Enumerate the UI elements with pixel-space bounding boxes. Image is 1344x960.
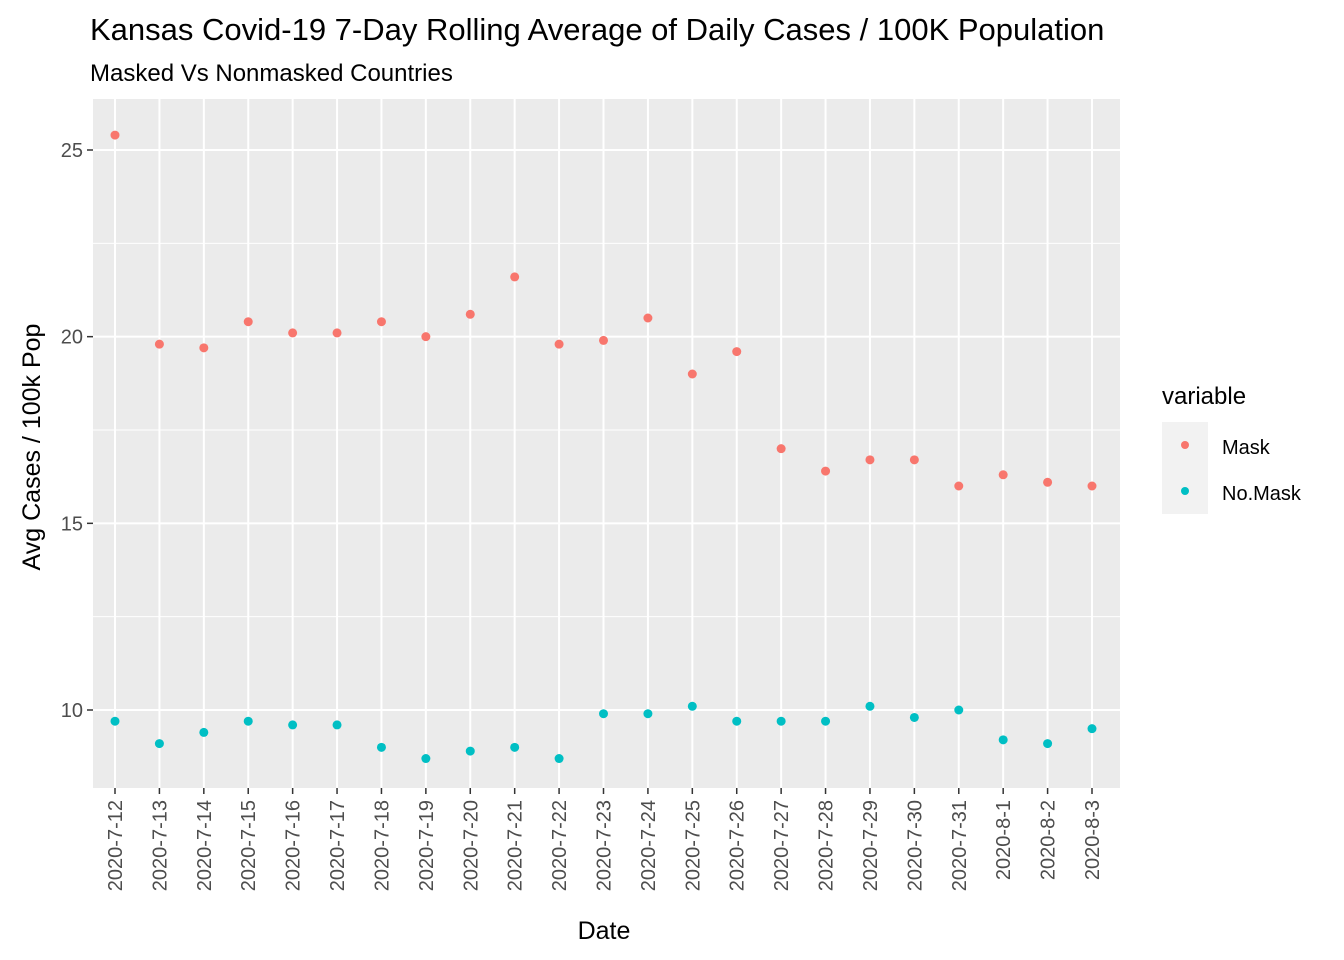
data-point-mask [599, 335, 608, 345]
y-axis: 10 15 20 25 [61, 140, 93, 722]
data-point-mask [954, 481, 964, 491]
data-point-no-mask [954, 705, 964, 715]
legend-title: variable [1162, 383, 1246, 410]
x-tick-label: 2020-7-20 [460, 800, 482, 891]
data-point-mask [776, 444, 786, 454]
x-axis-title: Date [578, 917, 631, 945]
data-point-no-mask [154, 739, 164, 749]
x-tick-label: 2020-7-15 [238, 800, 260, 891]
data-point-no-mask [110, 716, 120, 726]
x-tick-label: 2020-7-12 [105, 800, 127, 891]
y-axis-title: Avg Cases / 100k Pop [18, 324, 46, 571]
legend-marker-mask [1181, 441, 1189, 449]
data-point-no-mask [599, 709, 608, 719]
x-tick-label: 2020-7-21 [505, 800, 527, 891]
minor-gridlines [93, 242, 1120, 618]
plot-panel [93, 99, 1120, 788]
data-point-mask [909, 455, 919, 465]
x-tick-label: 2020-7-27 [771, 800, 793, 891]
chart-title: Kansas Covid-19 7-Day Rolling Average of… [90, 12, 1105, 47]
data-point-mask [1087, 481, 1097, 491]
data-point-no-mask [776, 716, 786, 726]
x-tick-label: 2020-8-3 [1082, 800, 1104, 880]
data-point-no-mask [865, 701, 875, 711]
data-point-no-mask [376, 742, 386, 752]
data-point-mask [154, 339, 164, 349]
x-tick-label: 2020-8-2 [1038, 800, 1060, 880]
legend-label-mask: Mask [1222, 437, 1271, 459]
data-point-mask [332, 328, 342, 338]
data-point-no-mask [510, 742, 520, 752]
data-point-no-mask [1087, 724, 1097, 734]
y-tick-label: 15 [61, 513, 83, 535]
data-point-mask [821, 466, 831, 476]
data-point-no-mask [332, 720, 342, 730]
x-tick-label: 2020-7-13 [149, 800, 171, 891]
major-gridlines [93, 99, 1120, 788]
data-point-no-mask [243, 716, 253, 726]
data-point-mask [554, 339, 564, 349]
data-point-mask [1043, 477, 1053, 487]
y-tick-label: 20 [61, 327, 83, 349]
x-tick-label: 2020-7-29 [860, 800, 882, 891]
x-tick-label: 2020-7-19 [416, 800, 438, 891]
x-tick-label: 2020-7-22 [549, 800, 571, 891]
data-point-no-mask [554, 754, 564, 764]
chart-subtitle: Masked Vs Nonmasked Countries [90, 60, 453, 87]
data-point-no-mask [732, 716, 742, 726]
x-tick-label: 2020-7-31 [949, 800, 971, 891]
data-point-mask [110, 130, 120, 140]
y-tick-label: 25 [61, 140, 83, 162]
data-point-mask [465, 309, 475, 319]
data-point-no-mask [643, 709, 653, 719]
x-tick-label: 2020-7-28 [816, 800, 838, 891]
data-points [110, 130, 1097, 764]
x-tick-label: 2020-7-17 [327, 800, 349, 891]
x-tick-label: 2020-7-23 [594, 800, 616, 891]
data-point-no-mask [288, 720, 298, 730]
data-point-mask [199, 343, 209, 353]
data-point-mask [865, 455, 875, 465]
x-tick-label: 2020-7-14 [194, 800, 216, 891]
data-point-mask [243, 317, 253, 327]
data-point-no-mask [687, 701, 697, 711]
y-tick-label: 10 [61, 700, 83, 722]
x-tick-label: 2020-7-18 [371, 800, 393, 891]
x-tick-label: 2020-7-25 [682, 800, 704, 891]
data-point-no-mask [421, 754, 431, 764]
x-tick-label: 2020-7-24 [638, 800, 660, 891]
data-point-mask [687, 369, 697, 379]
legend: variable Mask No.Mask [1162, 383, 1302, 514]
data-point-no-mask [465, 746, 475, 756]
data-point-no-mask [909, 712, 919, 722]
x-tick-label: 2020-7-26 [727, 800, 749, 891]
x-tick-label: 2020-7-16 [283, 800, 305, 891]
legend-label-nomask: No.Mask [1222, 483, 1302, 505]
x-tick-label: 2020-7-30 [904, 800, 926, 891]
data-point-mask [643, 313, 653, 323]
data-point-no-mask [199, 727, 209, 737]
data-point-mask [288, 328, 298, 338]
data-point-no-mask [821, 716, 831, 726]
x-axis: 2020-7-12 2020-7-13 2020-7-14 2020-7-15 2020… [105, 788, 1104, 891]
data-point-mask [421, 332, 431, 342]
legend-marker-nomask [1181, 487, 1189, 495]
data-point-mask [376, 317, 386, 327]
data-point-no-mask [998, 735, 1008, 745]
data-point-no-mask [1043, 739, 1053, 749]
data-point-mask [510, 272, 520, 282]
data-point-mask [732, 347, 742, 357]
data-point-mask [998, 470, 1008, 480]
x-tick-label: 2020-8-1 [993, 800, 1015, 880]
